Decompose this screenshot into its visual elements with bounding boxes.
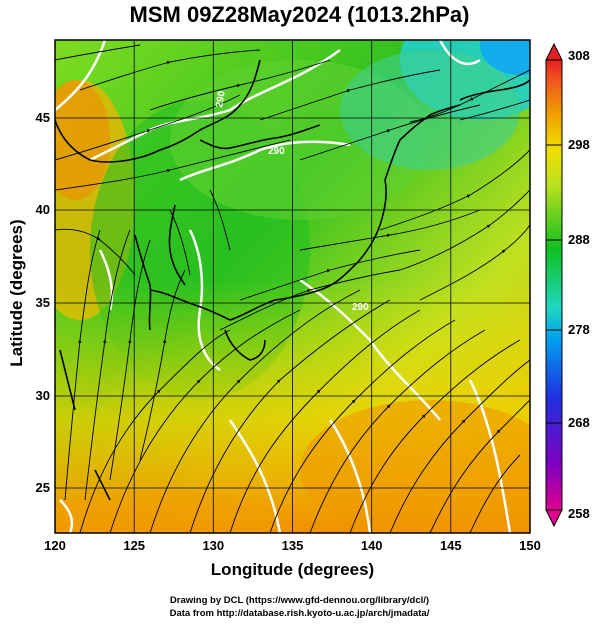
contour-labels: 290 290 290 xyxy=(214,90,369,313)
page-title: MSM 09Z28May2024 (1013.2hPa) xyxy=(129,2,470,27)
x-tick-label: 130 xyxy=(202,538,224,553)
colorbar-tick-label: 268 xyxy=(568,415,590,430)
x-axis-title: Longitude (degrees) xyxy=(210,560,375,579)
footer-credit-drawing: Drawing by DCL (https://www.gfd-dennou.o… xyxy=(169,595,430,606)
x-tick-label: 150 xyxy=(519,538,541,553)
colorbar-bottom-arrow xyxy=(545,509,563,528)
y-axis: 25 30 35 40 45 xyxy=(36,110,50,495)
plot-frame xyxy=(54,39,531,534)
x-tick-label: 135 xyxy=(282,538,304,553)
colorbar-tick-label: 308 xyxy=(568,48,590,63)
x-tick-label: 125 xyxy=(123,538,145,553)
colorbar-tick-label: 298 xyxy=(568,137,590,152)
y-tick-label: 30 xyxy=(36,388,50,403)
colorbar-bar xyxy=(545,59,563,511)
x-tick-label: 120 xyxy=(44,538,66,553)
x-axis: 120 125 130 135 140 145 150 xyxy=(44,538,541,553)
colorbar-tick-label: 258 xyxy=(568,506,590,521)
y-tick-label: 40 xyxy=(36,202,50,217)
contour-label: 290 xyxy=(352,302,369,313)
coastlines xyxy=(55,59,530,501)
colorbar-tick-label: 278 xyxy=(568,322,590,337)
y-axis-title: Latitude (degrees) xyxy=(7,219,26,367)
x-tick-label: 140 xyxy=(361,538,383,553)
colorbar: 308 298 288 278 268 258 xyxy=(545,42,590,528)
wind-streamlines xyxy=(55,44,530,533)
footer-credit-data: Data from http://database.rish.kyoto-u.a… xyxy=(169,608,430,619)
contour-label: 290 xyxy=(268,146,285,157)
y-tick-label: 35 xyxy=(36,295,50,310)
y-tick-label: 45 xyxy=(36,110,50,125)
colorbar-top-arrow xyxy=(545,42,563,61)
x-tick-label: 145 xyxy=(440,538,462,553)
contour-label: 290 xyxy=(214,90,228,109)
y-tick-label: 25 xyxy=(36,480,50,495)
colorbar-tick-label: 288 xyxy=(568,232,590,247)
